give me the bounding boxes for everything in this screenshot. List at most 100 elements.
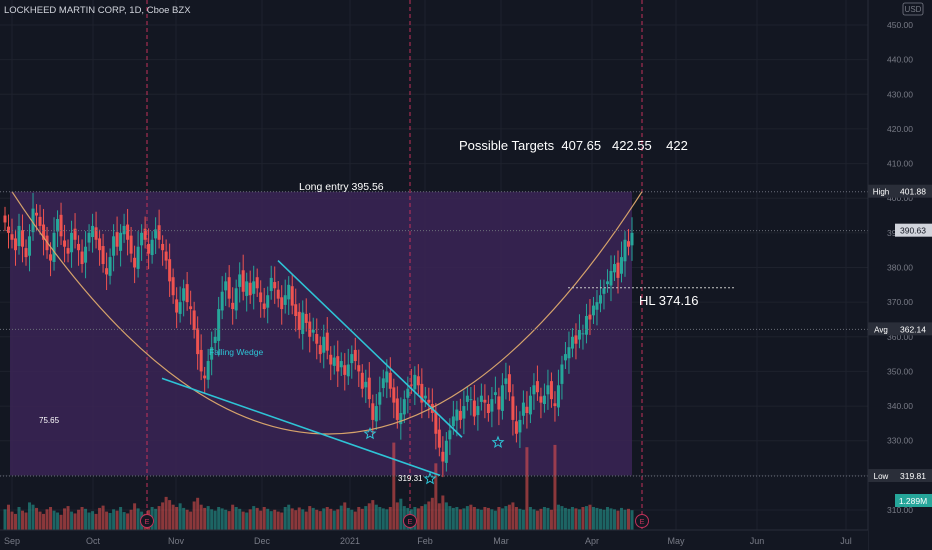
candle-body[interactable] [479,395,483,402]
candle-body[interactable] [287,284,291,300]
candle-body[interactable] [171,277,175,296]
candle-body[interactable] [213,336,217,344]
earnings-icon[interactable] [140,514,154,528]
candle-body[interactable] [31,208,35,233]
candle-body[interactable] [98,238,102,251]
candle-body[interactable] [269,277,273,292]
candle-body[interactable] [514,421,518,434]
candle-body[interactable] [241,270,245,292]
candle-body[interactable] [133,257,137,268]
candle-body[interactable] [157,225,161,240]
candle-body[interactable] [49,254,53,261]
candle-body[interactable] [360,372,364,389]
candle-body[interactable] [87,232,91,243]
candle-body[interactable] [493,392,497,395]
hl-annotation[interactable]: HL 374.16 [639,293,699,308]
candle-body[interactable] [567,347,571,359]
candle-body[interactable] [10,234,14,240]
candle-body[interactable] [290,286,294,306]
candle-body[interactable] [518,419,522,433]
candle-body[interactable] [273,282,277,289]
earnings-icon[interactable] [403,514,417,528]
candle-body[interactable] [490,399,494,412]
candle-body[interactable] [126,224,130,240]
candle-body[interactable] [217,309,221,341]
candle-body[interactable] [143,228,147,240]
candle-body[interactable] [234,288,238,311]
candle-body[interactable] [556,385,560,408]
candle-body[interactable] [619,257,623,274]
candle-body[interactable] [73,228,77,240]
candle-body[interactable] [353,349,357,362]
candle-body[interactable] [108,257,112,276]
candle-body[interactable] [206,361,210,380]
candle-body[interactable] [346,364,350,377]
candle-body[interactable] [80,251,84,265]
candle-body[interactable] [385,371,389,383]
candle-body[interactable] [605,281,609,285]
candle-body[interactable] [315,334,319,344]
candle-body[interactable] [409,384,413,386]
candle-body[interactable] [462,406,466,419]
candle-body[interactable] [276,289,280,299]
candle-body[interactable] [283,295,287,305]
candle-body[interactable] [38,216,42,226]
candle-body[interactable] [259,292,263,303]
candle-body[interactable] [35,212,39,216]
candle-body[interactable] [399,413,403,425]
candle-body[interactable] [444,440,448,463]
candle-body[interactable] [185,284,189,303]
candle-body[interactable] [528,395,532,415]
earnings-icon[interactable] [635,514,649,528]
candle-body[interactable] [112,236,116,256]
candle-body[interactable] [154,229,158,239]
candle-body[interactable] [245,281,249,296]
long-entry-annotation[interactable]: Long entry 395.56 [299,181,384,193]
candle-body[interactable] [469,399,473,401]
wedge-lower-line[interactable] [161,377,441,477]
candle-body[interactable] [336,356,340,372]
candle-body[interactable] [28,236,32,256]
candle-body[interactable] [549,381,553,400]
candle-body[interactable] [294,304,298,316]
candle-body[interactable] [175,299,179,313]
candle-body[interactable] [140,232,144,246]
candle-body[interactable] [381,378,385,389]
candle-body[interactable] [7,226,11,233]
targets-annotation[interactable]: Possible Targets 407.65 422.55 422 [459,138,688,153]
candle-body[interactable] [94,227,98,240]
candle-body[interactable] [584,316,588,335]
candle-body[interactable] [21,230,25,247]
candle-body[interactable] [164,251,168,261]
candle-body[interactable] [472,400,476,417]
candle-body[interactable] [374,406,378,422]
candle-body[interactable] [129,235,133,254]
candle-body[interactable] [532,385,536,395]
candle-body[interactable] [602,288,606,294]
candle-body[interactable] [105,268,109,275]
candle-body[interactable] [227,277,231,299]
candle-body[interactable] [17,225,21,247]
candle-body[interactable] [329,354,333,365]
candle-body[interactable] [301,312,305,335]
candle-body[interactable] [598,295,602,304]
candle-body[interactable] [378,392,382,405]
candle-body[interactable] [371,403,375,420]
candle-body[interactable] [623,239,627,262]
candle-body[interactable] [630,232,634,246]
candle-body[interactable] [91,225,95,238]
candle-body[interactable] [343,365,347,375]
candle-body[interactable] [311,329,315,333]
candle-body[interactable] [178,302,182,314]
candle-body[interactable] [266,295,270,308]
candle-body[interactable] [14,238,18,251]
candle-body[interactable] [150,239,154,256]
falling-wedge-label[interactable]: Falling Wedge [209,347,263,357]
candle-body[interactable] [357,365,361,372]
candle-body[interactable] [262,303,266,310]
candle-body[interactable] [486,403,490,413]
candle-body[interactable] [612,264,616,273]
candle-body[interactable] [84,246,88,263]
candle-body[interactable] [322,336,326,353]
